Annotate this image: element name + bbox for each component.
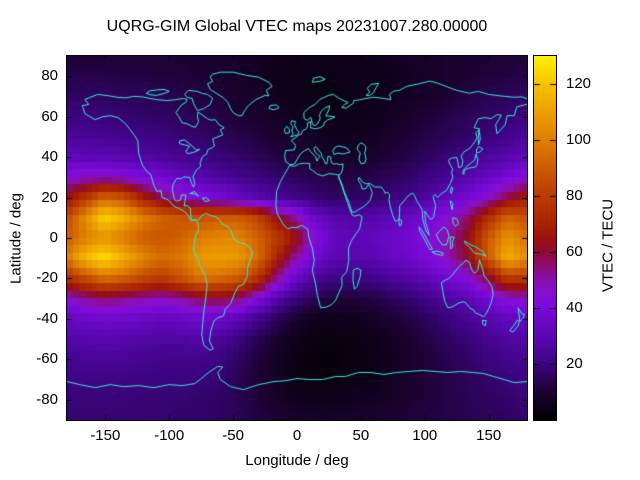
x-tick-label: 50 <box>352 427 370 444</box>
y-tick-label: 0 <box>49 229 58 246</box>
x-tick-label: 0 <box>292 427 302 444</box>
y-tick-label: -80 <box>36 390 58 408</box>
y-tick-label: 80 <box>41 67 58 85</box>
y-tick-label: 20 <box>41 188 58 206</box>
chart-title: UQRG-GIM Global VTEC maps 20231007.280.0… <box>106 18 488 35</box>
vtec-heatmap-canvas <box>66 55 528 421</box>
colorbar-tick-label: 60 <box>566 243 583 260</box>
x-tick-label: -150 <box>90 427 121 444</box>
y-tick-label: -40 <box>36 309 58 327</box>
colorbar-canvas <box>533 55 557 421</box>
y-tick-label: -20 <box>36 269 58 287</box>
x-axis-label: Longitude / deg <box>245 452 349 469</box>
colorbar-tick-label: 120 <box>566 75 592 92</box>
x-tick-label: -100 <box>154 427 185 444</box>
colorbar-tick-label: 80 <box>566 187 583 204</box>
x-tick-label: 150 <box>476 427 502 444</box>
colorbar-tick-label: 100 <box>566 131 592 148</box>
y-tick-label: 40 <box>41 148 58 166</box>
y-tick-label: 60 <box>41 107 58 125</box>
y-tick-label: -60 <box>36 350 58 368</box>
x-tick-label: 100 <box>412 427 438 444</box>
x-tick-label: -50 <box>222 427 244 444</box>
colorbar-tick-label: 40 <box>566 299 583 316</box>
colorbar-tick-label: 20 <box>566 355 583 372</box>
